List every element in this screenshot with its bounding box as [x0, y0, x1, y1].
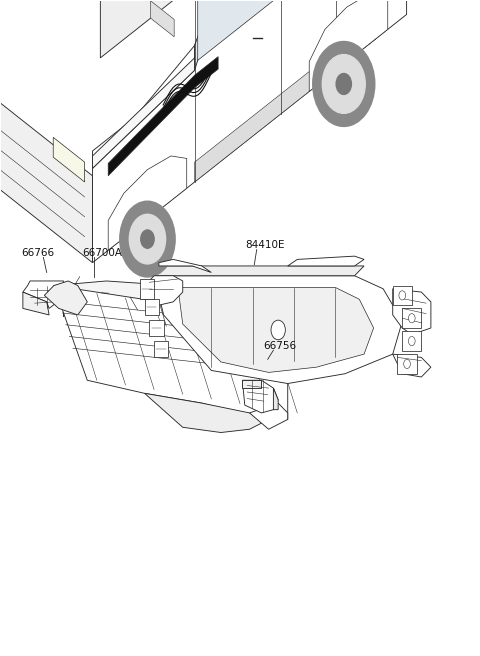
Circle shape	[141, 230, 154, 248]
Circle shape	[408, 337, 415, 346]
Polygon shape	[393, 285, 412, 305]
Polygon shape	[149, 320, 164, 337]
Polygon shape	[93, 45, 194, 169]
Polygon shape	[242, 380, 278, 413]
Polygon shape	[194, 0, 226, 70]
Polygon shape	[154, 276, 402, 384]
Text: 66756: 66756	[263, 341, 296, 351]
Polygon shape	[194, 20, 375, 182]
Polygon shape	[402, 331, 421, 351]
Polygon shape	[44, 281, 87, 315]
Polygon shape	[108, 56, 218, 176]
Polygon shape	[154, 266, 364, 276]
Polygon shape	[144, 298, 159, 315]
Polygon shape	[242, 380, 262, 388]
Polygon shape	[151, 1, 174, 37]
Polygon shape	[309, 0, 388, 91]
Circle shape	[408, 314, 415, 323]
Circle shape	[336, 73, 351, 94]
Circle shape	[120, 201, 175, 277]
Polygon shape	[23, 281, 66, 308]
Polygon shape	[159, 259, 211, 272]
Polygon shape	[140, 279, 154, 298]
Polygon shape	[54, 285, 288, 419]
Polygon shape	[154, 341, 168, 358]
Polygon shape	[108, 156, 187, 251]
Circle shape	[399, 291, 406, 300]
Circle shape	[322, 54, 365, 113]
Polygon shape	[198, 0, 278, 60]
Circle shape	[313, 41, 375, 127]
Polygon shape	[100, 0, 281, 58]
Polygon shape	[250, 403, 288, 429]
Polygon shape	[0, 77, 93, 262]
Circle shape	[404, 359, 410, 369]
Polygon shape	[53, 137, 84, 182]
Polygon shape	[393, 289, 431, 335]
Polygon shape	[393, 354, 431, 377]
Polygon shape	[144, 276, 183, 305]
Polygon shape	[402, 308, 421, 328]
Text: 66766: 66766	[22, 248, 55, 258]
Polygon shape	[178, 287, 373, 373]
Polygon shape	[23, 292, 49, 315]
Polygon shape	[274, 388, 278, 409]
Circle shape	[129, 215, 166, 264]
Polygon shape	[288, 256, 364, 266]
Polygon shape	[63, 289, 66, 317]
Polygon shape	[93, 58, 194, 169]
Polygon shape	[144, 394, 269, 432]
Circle shape	[271, 320, 285, 340]
Polygon shape	[54, 281, 278, 320]
Text: 84410E: 84410E	[245, 240, 284, 251]
Text: 66700A: 66700A	[83, 248, 122, 258]
Polygon shape	[397, 354, 417, 374]
Polygon shape	[93, 0, 407, 262]
